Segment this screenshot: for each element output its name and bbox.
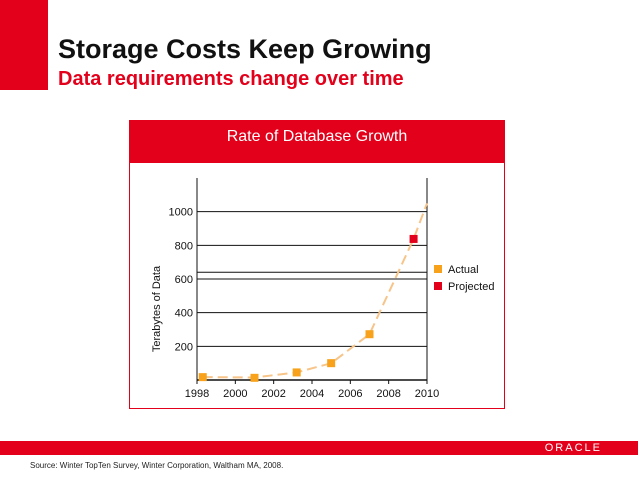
y-tick-label: 400 <box>175 308 193 320</box>
x-tick-label: 1998 <box>185 388 209 400</box>
projected-point <box>409 234 418 243</box>
chart-title: Rate of Database Growth <box>130 121 504 163</box>
actual-point <box>198 373 207 382</box>
oracle-logo: ORACLE <box>544 442 602 454</box>
actual-point <box>327 359 336 368</box>
legend-swatch-actual <box>434 265 442 273</box>
slide-subtitle: Data requirements change over time <box>58 68 404 90</box>
x-tick-label: 2000 <box>223 388 247 400</box>
x-tick-label: 2010 <box>415 388 439 400</box>
legend-swatch-projected <box>434 282 442 290</box>
y-tick-label: 800 <box>175 240 193 252</box>
legend-label-actual: Actual <box>448 264 479 276</box>
legend-label-projected: Projected <box>448 281 494 293</box>
slide-title: Storage Costs Keep Growing <box>58 34 432 64</box>
y-axis-label: Terabytes of Data <box>151 265 163 352</box>
footer-bar <box>0 441 638 455</box>
x-tick-label: 2006 <box>338 388 362 400</box>
y-tick-label: 600 <box>175 274 193 286</box>
actual-point <box>365 330 374 339</box>
title-accent-bar <box>0 0 48 90</box>
x-tick-label: 2008 <box>376 388 400 400</box>
actual-point <box>250 373 259 382</box>
actual-point <box>292 368 301 377</box>
x-tick-label: 2004 <box>300 388 324 400</box>
chart-panel: Rate of Database Growth 200 400 600 800 1000… <box>129 120 505 409</box>
growth-chart: 200 400 600 800 1000 1998 2000 2002 2004 2006 2008… <box>151 178 494 400</box>
x-tick-label: 2002 <box>261 388 285 400</box>
trend-line <box>202 202 428 379</box>
source-note: Source: Winter TopTen Survey, Winter Cor… <box>30 461 284 470</box>
y-tick-label: 1000 <box>169 207 193 219</box>
y-tick-label: 200 <box>175 341 193 353</box>
